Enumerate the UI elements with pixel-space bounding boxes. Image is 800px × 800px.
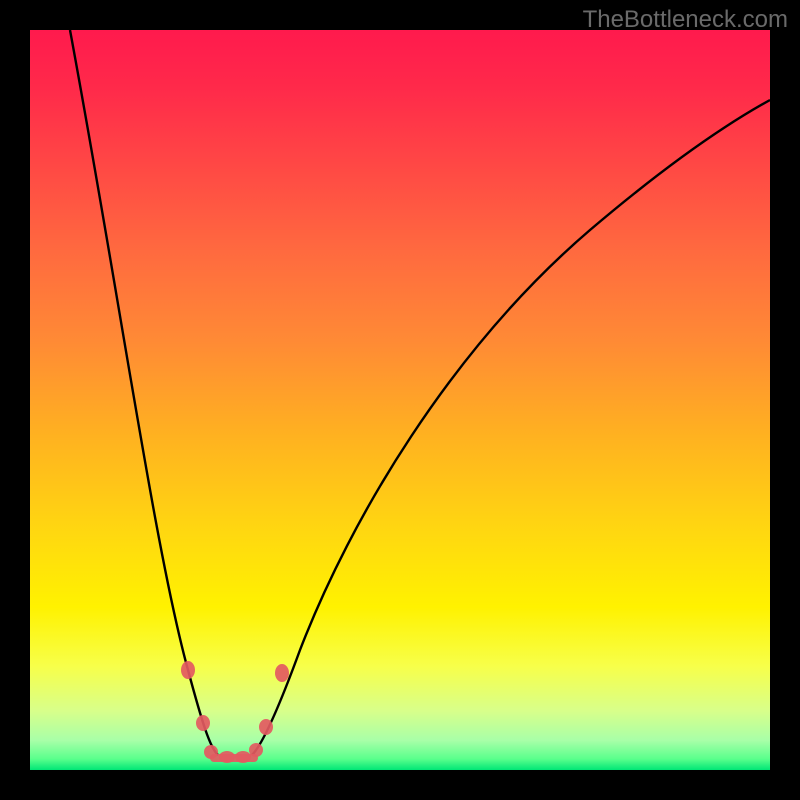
marker-dot [196,715,210,731]
watermark-text: TheBottleneck.com [583,6,788,34]
marker-dot [275,664,289,682]
curve-right [252,100,770,755]
marker-bar [210,754,258,762]
curve-left [70,30,218,755]
bottom-markers [181,661,289,763]
plot-area [30,30,770,770]
marker-dot [181,661,195,679]
marker-dot [259,719,273,735]
curve-layer [30,30,770,770]
